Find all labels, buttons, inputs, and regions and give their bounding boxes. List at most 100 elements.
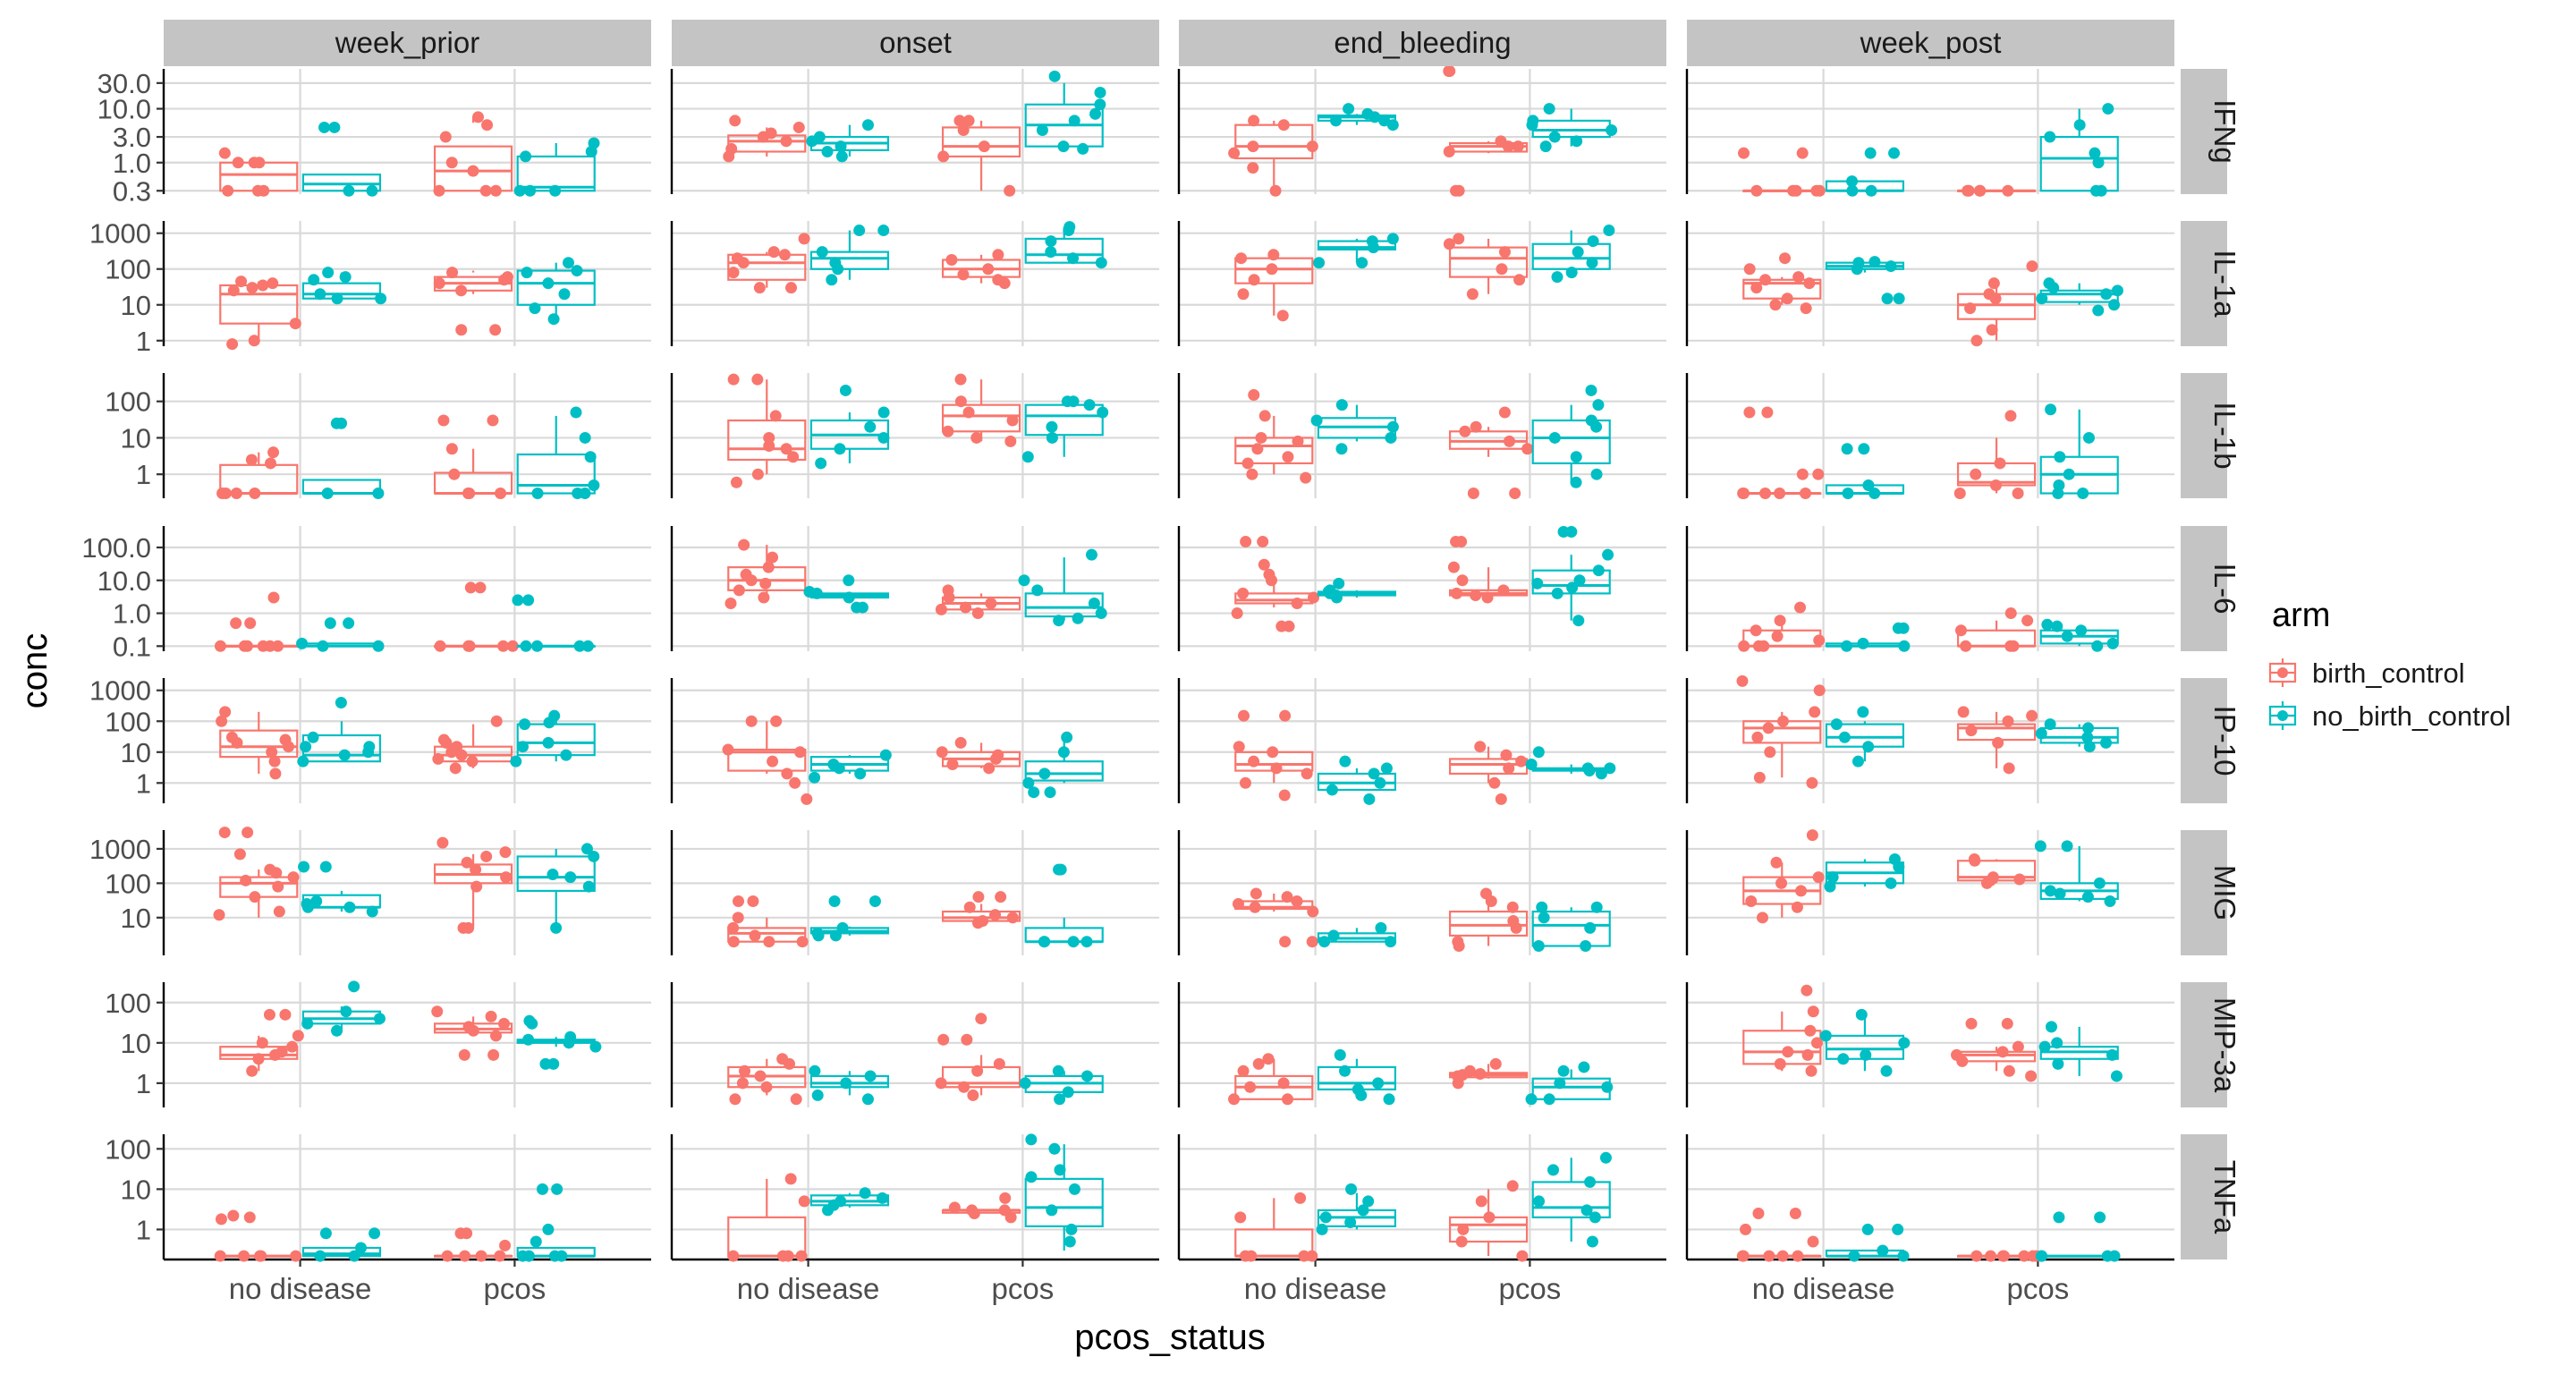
data-point — [1761, 406, 1774, 419]
data-point — [495, 488, 507, 500]
data-point — [1855, 1008, 1868, 1021]
data-point — [843, 591, 855, 604]
y-tick-label: 100 — [105, 988, 151, 1019]
boxplot-onset-MIP-3a-no disease-no_birth_control — [809, 1064, 890, 1106]
data-point — [1495, 135, 1507, 148]
data-point — [1443, 238, 1455, 250]
data-point — [1276, 310, 1289, 322]
data-point — [348, 980, 360, 993]
boxplot-end_bleeding-IL-1b-no disease-birth_control — [1234, 389, 1314, 484]
data-point — [214, 1250, 226, 1262]
data-point — [2035, 1250, 2047, 1262]
data-point — [1452, 936, 1464, 948]
data-point — [1738, 640, 1750, 652]
data-point — [1235, 252, 1248, 265]
data-point — [1067, 936, 1080, 948]
data-point — [494, 1250, 506, 1262]
data-point — [216, 488, 229, 500]
data-point — [1250, 887, 1262, 900]
boxplot-week_post-IL-1b-no disease-no_birth_control — [1825, 443, 1905, 500]
data-point — [547, 1057, 560, 1070]
data-point — [1062, 1086, 1074, 1098]
data-point — [1758, 640, 1770, 652]
data-point — [835, 150, 848, 163]
data-point — [2054, 887, 2066, 900]
boxplot-week_prior-MIG-pcos-no_birth_control — [516, 843, 600, 934]
data-point — [1097, 406, 1109, 419]
facet-row-label: TNFa — [2208, 1160, 2241, 1234]
boxplot-week_prior-IP-10-pcos-birth_control — [432, 715, 513, 775]
boxplot-week_post-IL-6-pcos-birth_control — [1954, 607, 2037, 652]
data-point — [549, 184, 562, 197]
data-point — [2108, 1250, 2121, 1262]
data-point — [1345, 1183, 1358, 1195]
data-point — [1794, 601, 1807, 614]
data-point — [1072, 612, 1084, 624]
data-point — [254, 1250, 267, 1262]
data-point — [512, 594, 524, 606]
boxplot-week_post-IL-6-no disease-no_birth_control — [1825, 622, 1911, 652]
data-point — [1570, 476, 1582, 488]
data-point — [809, 1064, 821, 1077]
data-point — [1307, 905, 1319, 918]
data-point — [1504, 435, 1516, 447]
data-point — [995, 891, 1007, 903]
legend: arm birth_control no_birth_control — [2268, 597, 2511, 732]
data-point — [747, 895, 759, 907]
data-point — [861, 119, 874, 131]
data-point — [1812, 468, 1825, 480]
boxplot-onset-MIG-no disease-no_birth_control — [809, 895, 890, 942]
facet-strip-IL-1b — [2181, 373, 2227, 498]
data-point — [497, 640, 510, 652]
data-point — [1248, 755, 1260, 768]
data-point — [2002, 715, 2014, 727]
data-point — [445, 443, 458, 455]
boxplot-week_post-MIP-3a-pcos-birth_control — [1951, 1017, 2038, 1082]
facet-strip-MIP-3a — [2181, 982, 2227, 1107]
boxplot-week_post-IL-1b-pcos-birth_control — [1953, 410, 2037, 500]
data-point — [780, 443, 792, 455]
data-point — [516, 741, 529, 753]
boxplot-week_prior-IFNg-pcos-no_birth_control — [513, 137, 600, 197]
data-point — [749, 929, 761, 942]
boxplot-week_post-IL-6-no disease-birth_control — [1738, 601, 1826, 652]
boxplot-week_post-IP-10-no disease-birth_control — [1736, 674, 1826, 789]
data-point — [1812, 871, 1825, 884]
box — [219, 463, 299, 495]
x-axis-title: pcos_status — [1074, 1318, 1265, 1357]
data-point — [372, 640, 385, 652]
data-point — [727, 921, 740, 934]
box — [727, 419, 807, 462]
data-point — [1237, 587, 1250, 599]
data-point — [1263, 568, 1275, 581]
data-point — [1584, 1175, 1597, 1188]
facet-strip-week_prior — [164, 20, 651, 66]
data-point — [1386, 233, 1399, 245]
data-point — [1503, 762, 1515, 775]
data-point — [1006, 414, 1019, 427]
data-point — [2077, 488, 2089, 500]
box — [516, 269, 596, 306]
facet-row-label: IL-1a — [2208, 250, 2241, 318]
boxplot-week_post-MIG-pcos-birth_control — [1956, 852, 2037, 889]
data-point — [258, 184, 270, 197]
data-point — [1532, 746, 1545, 759]
boxplot-end_bleeding-MIP-3a-pcos-birth_control — [1448, 1057, 1529, 1090]
data-point — [992, 274, 1004, 286]
data-point — [809, 771, 821, 784]
data-point — [1750, 282, 1763, 294]
data-point — [2091, 640, 2104, 652]
data-point — [1333, 577, 1345, 589]
data-point — [475, 1250, 487, 1262]
data-point — [1045, 246, 1057, 259]
data-point — [1046, 1204, 1058, 1217]
data-point — [1604, 762, 1616, 775]
data-point — [724, 597, 737, 609]
data-point — [732, 912, 744, 924]
data-point — [1094, 98, 1106, 111]
data-point — [739, 1064, 751, 1077]
data-point — [1025, 1171, 1038, 1183]
data-point — [1974, 184, 1987, 197]
